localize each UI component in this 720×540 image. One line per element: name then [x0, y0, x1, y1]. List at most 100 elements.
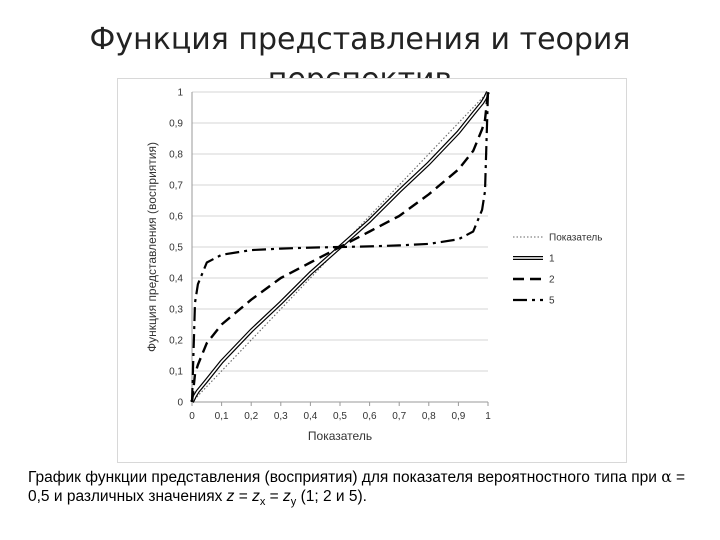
figure-caption: График функции представления (восприятия… [28, 468, 698, 512]
x-tick-label: 0,2 [244, 411, 258, 422]
series-point-2 [206, 343, 207, 344]
series-point-5 [251, 250, 252, 251]
series-point-Показатель [458, 122, 459, 123]
y-tick-label: 0,4 [169, 274, 183, 285]
series-point-1 [197, 391, 198, 392]
series-point-1 [310, 273, 311, 274]
series-layer [190, 91, 490, 403]
caption-text-1: График функции представления (восприятия… [28, 469, 662, 486]
x-tick-label: 0 [189, 411, 195, 422]
series-point-5 [339, 246, 340, 247]
y-tick-label: 0,5 [169, 243, 183, 254]
x-tick-label: 0,8 [422, 411, 436, 422]
series-point-5 [206, 262, 207, 263]
x-tick-label: 0,7 [392, 411, 406, 422]
series-point-2 [369, 231, 370, 232]
y-tick-label: 0,9 [169, 119, 183, 130]
y-tick-label: 0,3 [169, 305, 183, 316]
series-point-5 [191, 401, 192, 402]
series-point-5 [484, 191, 485, 192]
series-point-5 [221, 254, 222, 255]
series-point-2 [484, 119, 485, 120]
caption-alpha-symbol: α [661, 468, 672, 486]
caption-z: z [226, 488, 235, 505]
series-point-2 [482, 129, 483, 130]
series-point-1 [369, 220, 370, 221]
series-point-1 [251, 330, 252, 331]
series-point-5 [482, 209, 483, 210]
series-point-5 [458, 239, 459, 240]
series-point-Показатель [473, 107, 474, 108]
series-point-Показатель [221, 370, 222, 371]
series-point-Показатель [399, 184, 400, 185]
caption-zy-sub: y [290, 496, 297, 509]
x-tick-label: 0,5 [333, 411, 347, 422]
y-axis-label: Функция представления (восприятия) [145, 142, 159, 352]
legend-label-5: 5 [549, 296, 555, 307]
series-point-1 [458, 132, 459, 133]
series-point-1 [221, 361, 222, 362]
series-point-1 [206, 380, 207, 381]
x-tick-label: 0,4 [303, 411, 317, 422]
x-tick-label: 1 [485, 411, 491, 422]
series-point-2 [473, 150, 474, 151]
series-point-2 [251, 299, 252, 300]
slide-title-line-1: Функция представления и теория [89, 22, 631, 58]
y-tick-label: 0,7 [169, 181, 183, 192]
series-point-2 [280, 277, 281, 278]
legend-label-1: 1 [549, 254, 555, 265]
series-point-1 [484, 98, 485, 99]
series-line-5 [190, 91, 490, 403]
y-tick-label: 1 [177, 88, 183, 99]
series-point-5 [197, 284, 198, 285]
series-point-Показатель [251, 339, 252, 340]
series-point-5 [369, 246, 370, 247]
caption-zx: z [252, 488, 260, 505]
series-point-Показатель [310, 277, 311, 278]
caption-text-2: = 0,5 и различных значениях [28, 469, 686, 505]
series-point-2 [428, 194, 429, 195]
y-tick-label: 0,1 [169, 367, 183, 378]
series-point-5 [280, 248, 281, 249]
y-tick-label: 0,8 [169, 150, 183, 161]
series-point-2 [221, 324, 222, 325]
series-point-5 [399, 245, 400, 246]
caption-zx-sub: x [259, 496, 266, 509]
series-point-1 [473, 113, 474, 114]
x-tick-label: 0,9 [451, 411, 465, 422]
y-tick-label: 0,2 [169, 336, 183, 347]
series-point-1 [428, 163, 429, 164]
x-tick-label: 0,3 [274, 411, 288, 422]
series-point-5 [310, 247, 311, 248]
x-tick-label: 0,1 [215, 411, 229, 422]
series-point-Показатель [206, 386, 207, 387]
y-tick-label: 0 [177, 398, 183, 409]
legend-label-Показатель: Показатель [549, 233, 602, 244]
series-point-1 [399, 191, 400, 192]
y-tick-label: 0,6 [169, 212, 183, 223]
series-point-5 [194, 302, 195, 303]
series-point-1 [280, 302, 281, 303]
caption-eq-1: = [234, 488, 253, 505]
series-point-5 [428, 243, 429, 244]
series-point-Показатель [369, 215, 370, 216]
series-point-2 [458, 169, 459, 170]
series-point-5 [473, 231, 474, 232]
chart-frame: 0 0,1 0,2 0,3 0,4 0,5 0,6 0,7 0,8 0,9 1 0 0,1 0,2 0,3 0… [117, 78, 627, 463]
caption-eq-2: = [265, 488, 284, 505]
series-point-5 [487, 91, 488, 92]
series-point-1 [194, 395, 195, 396]
x-axis-label: Показатель [308, 429, 372, 443]
series-point-2 [310, 262, 311, 263]
series-point-Показатель [280, 308, 281, 309]
legend: Показатель 1 2 5 [513, 233, 602, 307]
x-tick-label: 0,6 [363, 411, 377, 422]
series-point-2 [197, 364, 198, 365]
tick-layer: 0 0,1 0,2 0,3 0,4 0,5 0,6 0,7 0,8 0,9 1 0 0,1 0,2 0,3 0… [169, 88, 491, 423]
series-point-2 [399, 215, 400, 216]
chart-svg: 0 0,1 0,2 0,3 0,4 0,5 0,6 0,7 0,8 0,9 1 0 0,1 0,2 0,3 0… [145, 88, 602, 444]
caption-text-3: (1; 2 и 5). [296, 488, 367, 505]
caption-zy: z [283, 488, 291, 505]
series-point-2 [194, 374, 195, 375]
legend-label-2: 2 [549, 275, 555, 286]
